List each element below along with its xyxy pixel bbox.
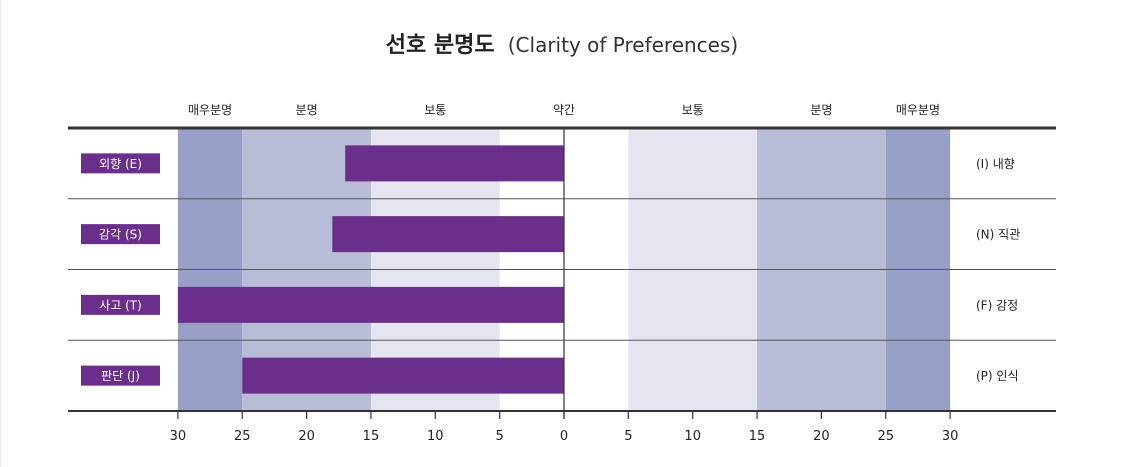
left-label-3: 판단 (J) xyxy=(101,369,140,383)
tick-label-10: 20 xyxy=(813,429,830,444)
bar-0 xyxy=(345,145,564,182)
tick-label-3: 15 xyxy=(363,429,380,444)
right-label-3: (P) 인식 xyxy=(976,369,1019,383)
left-label-1: 감각 (S) xyxy=(99,228,142,242)
chart-title: 선호 분명도 xyxy=(386,33,495,58)
tick-label-2: 20 xyxy=(298,429,315,444)
left-label-box-3 xyxy=(81,365,160,386)
left-label-box-2 xyxy=(81,294,160,315)
tick-label-11: 25 xyxy=(877,429,894,444)
tick-label-4: 10 xyxy=(427,429,444,444)
left-label-box-0 xyxy=(81,153,160,174)
tick-label-6: 0 xyxy=(560,429,568,444)
right-label-2: (F) 감정 xyxy=(976,298,1018,312)
band-label-2: 보통 xyxy=(424,103,446,117)
bar-2 xyxy=(177,286,564,323)
left-label-box-1 xyxy=(81,224,160,245)
tick-label-12: 30 xyxy=(942,429,959,444)
left-label-0: 외향 (E) xyxy=(99,157,142,171)
band-label-1: 분명 xyxy=(296,103,318,117)
bar-3 xyxy=(242,357,564,394)
band-label-4: 보통 xyxy=(682,103,704,117)
tick-label-9: 15 xyxy=(749,429,766,444)
chart-subtitle: (Clarity of Preferences) xyxy=(508,33,738,57)
band-label-0: 매우분명 xyxy=(188,103,232,117)
band-label-5: 분명 xyxy=(810,103,832,117)
tick-label-5: 5 xyxy=(496,429,504,444)
bar-1 xyxy=(332,216,564,253)
tick-label-0: 30 xyxy=(170,429,187,444)
axis-group: 30 25 20 15 10 5 0 5 10 15 20 25 30 xyxy=(170,411,959,444)
tick-label-7: 5 xyxy=(624,429,632,444)
band-label-6: 매우분명 xyxy=(896,103,940,117)
left-label-2: 사고 (T) xyxy=(99,298,142,312)
right-label-0: (I) 내향 xyxy=(976,157,1015,171)
band-label-3: 약간 xyxy=(553,102,575,117)
band-label-group: 매우분명 분명 보통 약간 보통 분명 매우분명 xyxy=(188,102,940,117)
chart-title-group: 선호 분명도 (Clarity of Preferences) xyxy=(386,33,738,58)
tick-label-8: 10 xyxy=(684,429,701,444)
right-label-1: (N) 직관 xyxy=(976,228,1020,242)
tick-label-1: 25 xyxy=(234,429,251,444)
